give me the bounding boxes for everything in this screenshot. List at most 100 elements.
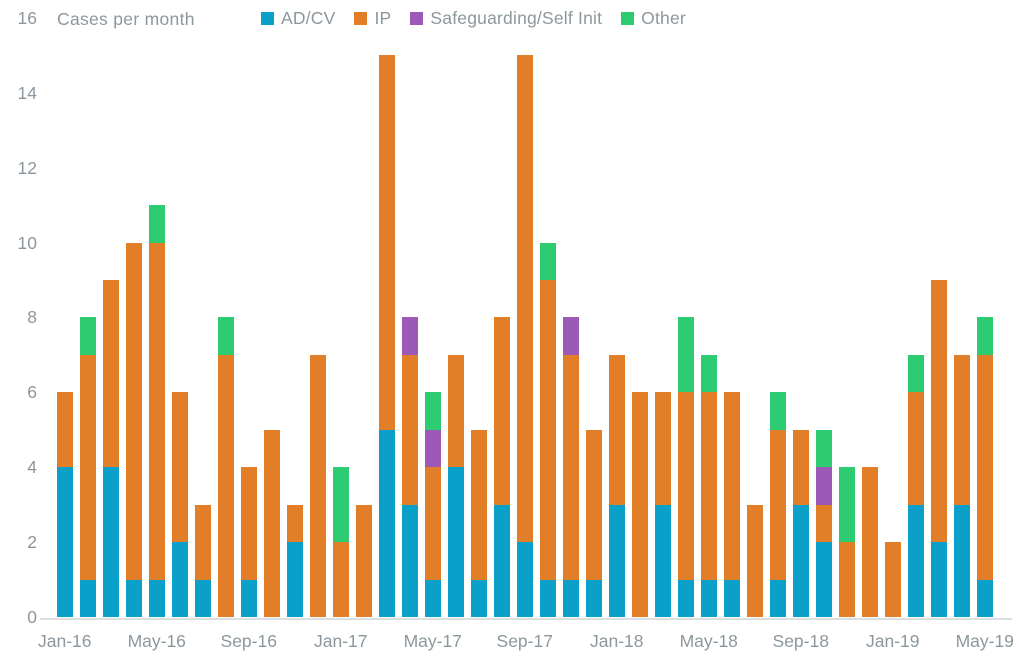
segment-other-Jan-17 [333,467,349,543]
segment-ip-Oct-16 [264,429,280,617]
x-tick-label-Jan-18: Jan-18 [589,631,644,651]
x-tick-label-May-19: May-19 [955,631,1014,651]
segment-ad-cv-Mar-17 [379,429,395,617]
segment-ip-Jun-17 [448,354,464,468]
segment-ip-Jul-18 [747,504,763,617]
segment-ad-cv-Oct-18 [816,542,832,617]
segment-ip-Jun-16 [172,392,188,543]
segment-ip-Feb-18 [632,392,648,617]
segment-ad-cv-Oct-17 [540,579,556,617]
segment-ip-Nov-18 [839,542,855,617]
segment-ip-Nov-16 [287,504,303,543]
segment-ip-Mar-16 [103,279,119,468]
segment-ad-cv-Jan-18 [609,504,625,617]
segment-other-May-16 [149,205,165,243]
segment-other-Apr-18 [678,317,694,393]
segment-ip-May-18 [701,392,717,580]
segment-other-Nov-18 [839,467,855,543]
x-tick-label-Sep-18: Sep-18 [772,631,829,651]
segment-ip-Dec-18 [862,467,878,617]
y-tick-label-12: 12 [17,157,37,178]
y-tick-label-0: 0 [27,607,37,627]
legend-item-other: Other [621,8,686,29]
x-tick-label-Sep-17: Sep-17 [496,631,553,651]
segment-ip-Sep-18 [793,429,809,505]
segment-ip-Sep-16 [241,467,257,580]
segment-ip-Apr-18 [678,392,694,580]
segment-ad-cv-Apr-17 [402,504,418,617]
x-tick-label-Sep-16: Sep-16 [220,631,277,651]
segment-other-Aug-18 [770,392,786,430]
y-tick-label-6: 6 [27,382,37,403]
bar-Jun-17 [448,354,464,617]
y-tick-label-4: 4 [27,457,37,478]
segment-ip-May-16 [149,242,165,580]
legend-item-ip: IP [354,8,391,29]
segment-ip-Feb-19 [908,392,924,505]
segment-ip-Feb-16 [80,354,96,580]
y-tick-label-16: 16 [17,7,37,28]
bar-Oct-16 [264,429,280,617]
bar-Oct-18 [816,429,832,617]
bar-Nov-16 [287,504,303,617]
segment-ip-Jul-16 [195,504,211,580]
x-tick-label-May-18: May-18 [679,631,738,651]
bar-May-17 [425,392,441,617]
segment-ip-Nov-17 [563,354,579,580]
segment-ad-cv-Mar-16 [103,467,119,617]
bar-Mar-16 [103,279,119,617]
bar-Feb-17 [356,504,372,617]
bar-Jan-18 [609,354,625,617]
segment-ad-cv-Aug-18 [770,579,786,617]
legend-label: AD/CV [281,8,336,28]
bar-Jul-18 [747,504,763,617]
segment-ip-Jun-18 [724,392,740,580]
segment-ip-Jan-17 [333,542,349,617]
bar-Oct-17 [540,242,556,617]
bar-Jun-16 [172,392,188,617]
x-tick-label-May-16: May-16 [127,631,186,651]
segment-ad-cv-May-17 [425,579,441,617]
bar-Sep-17 [517,55,533,617]
segment-ip-Jan-16 [57,392,73,468]
bar-Aug-17 [494,317,510,617]
segment-ip-Jul-17 [471,429,487,580]
bar-Apr-17 [402,317,418,617]
segment-other-Aug-16 [218,317,234,355]
bar-Dec-17 [586,429,602,617]
bar-Nov-18 [839,467,855,617]
bar-May-18 [701,354,717,617]
x-axis-line [40,618,1012,620]
bar-Aug-18 [770,392,786,617]
segment-ad-cv-Jun-17 [448,467,464,617]
x-tick-label-Jan-17: Jan-17 [313,631,368,651]
segment-ip-Feb-17 [356,504,372,617]
segment-ad-cv-Jun-16 [172,542,188,617]
segment-ad-cv-Mar-18 [655,504,671,617]
segment-ip-Aug-17 [494,317,510,505]
x-tick-label-Jan-16: Jan-16 [37,631,92,651]
bar-May-16 [149,205,165,617]
segment-ip-Mar-18 [655,392,671,505]
y-tick-label-10: 10 [17,232,37,253]
segment-ip-Aug-18 [770,429,786,580]
legend: AD/CV IP Safeguarding/Self Init Other [261,8,686,29]
segment-ad-cv-Feb-19 [908,504,924,617]
segment-ip-May-17 [425,467,441,580]
legend-item-ad-cv: AD/CV [261,8,335,29]
segment-ad-cv-Jun-18 [724,579,740,617]
bar-Jun-18 [724,392,740,617]
segment-other-Feb-16 [80,317,96,355]
segment-ad-cv-Jul-16 [195,579,211,617]
segment-ad-cv-Nov-16 [287,542,303,617]
segment-other-Feb-19 [908,354,924,393]
segment-safeguarding-self-init-Nov-17 [563,317,579,355]
segment-safeguarding-self-init-Apr-17 [402,317,418,355]
bar-Jul-17 [471,429,487,617]
legend-swatch-icon [621,12,635,25]
segment-ad-cv-May-16 [149,579,165,617]
x-tick-label-May-17: May-17 [403,631,462,651]
segment-ad-cv-Sep-18 [793,504,809,617]
